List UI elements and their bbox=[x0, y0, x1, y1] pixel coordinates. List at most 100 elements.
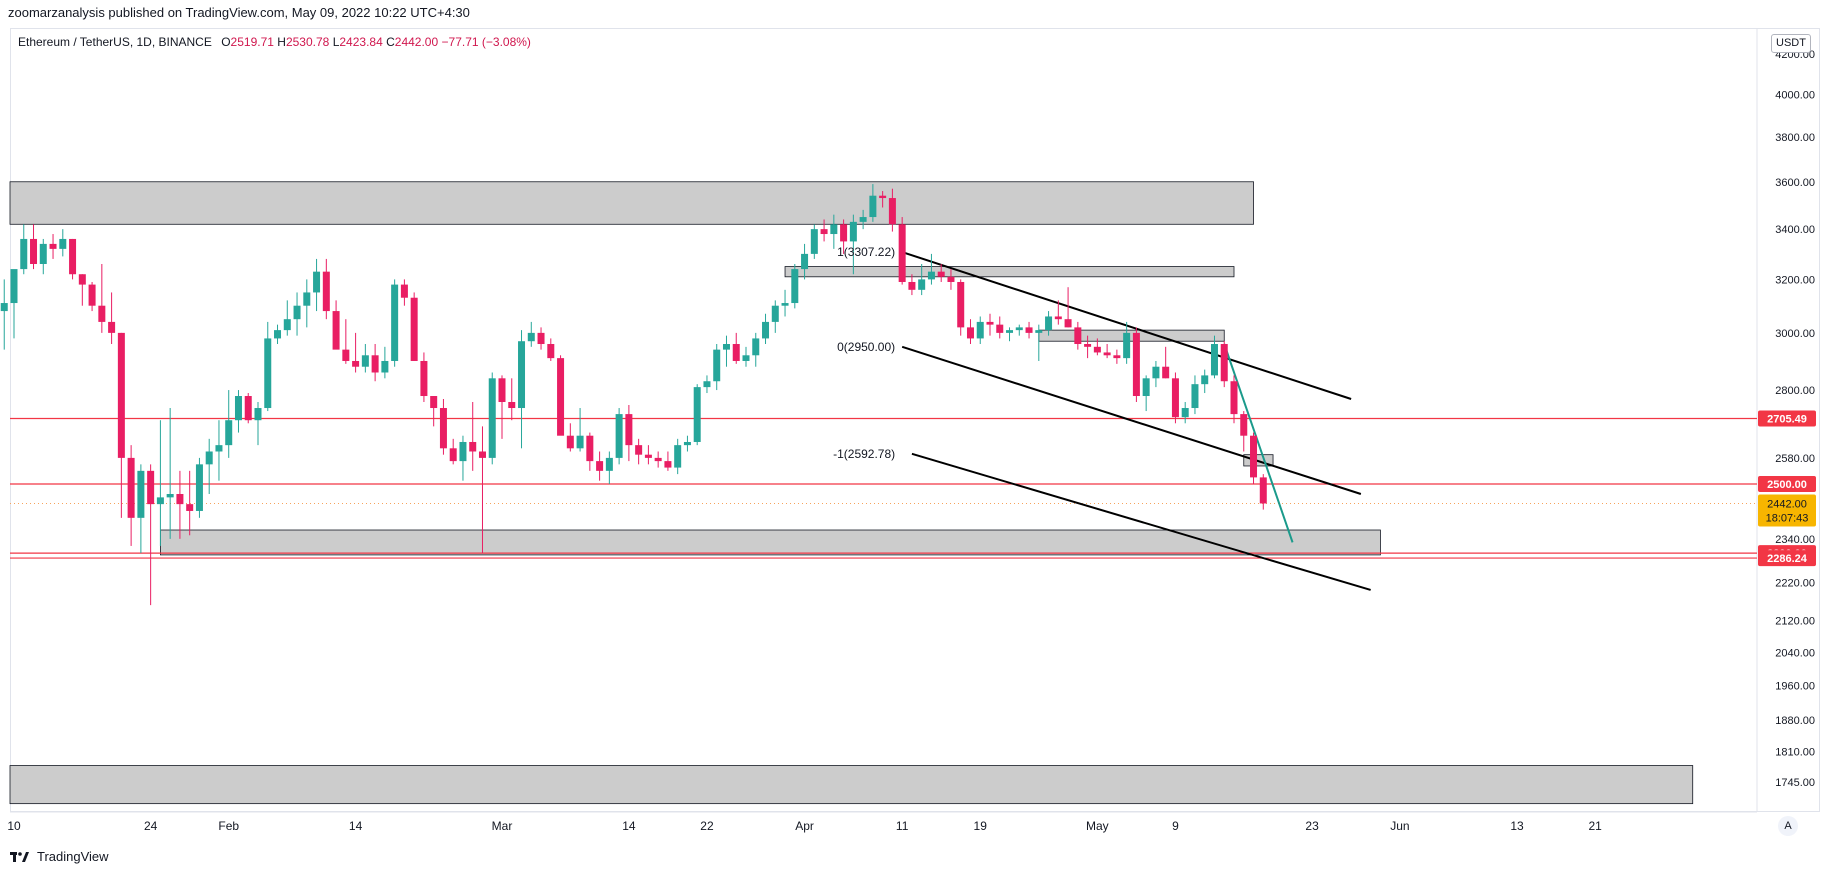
symbol-title: Ethereum / TetherUS, 1D, BINANCE bbox=[18, 35, 212, 49]
candle-body bbox=[1074, 327, 1082, 345]
price-tick-label: 4000.00 bbox=[1775, 89, 1815, 101]
tradingview-footer[interactable]: TradingView bbox=[10, 849, 109, 864]
candle-body bbox=[722, 344, 730, 350]
candle-body bbox=[1171, 378, 1179, 418]
candle-body bbox=[98, 305, 106, 322]
candle-body bbox=[781, 303, 789, 306]
close-value: 2442.00 bbox=[394, 35, 439, 49]
candle-body bbox=[703, 381, 711, 388]
candle-body bbox=[596, 461, 604, 471]
candle-body bbox=[557, 358, 565, 436]
candle-body bbox=[430, 396, 438, 409]
candle-body bbox=[166, 494, 174, 498]
price-tick-label: 2220.00 bbox=[1775, 577, 1815, 589]
time-tick-label: 9 bbox=[1172, 819, 1179, 833]
candle-body bbox=[88, 284, 96, 306]
candle-body bbox=[283, 319, 291, 331]
candle-body bbox=[537, 332, 545, 345]
candle-body bbox=[117, 332, 125, 458]
brand-name: TradingView bbox=[37, 849, 109, 864]
symbol-legend: Ethereum / TetherUS, 1D, BINANCE O2519.7… bbox=[18, 35, 531, 49]
time-tick-label: 21 bbox=[1588, 819, 1602, 833]
candle-body bbox=[264, 338, 272, 409]
candle-body bbox=[918, 279, 926, 290]
candle-body bbox=[215, 445, 223, 452]
open-value: 2519.71 bbox=[230, 35, 274, 49]
candle-body bbox=[586, 435, 594, 462]
price-tick-label: 2800.00 bbox=[1775, 385, 1815, 397]
price-tick-label: 1810.00 bbox=[1775, 747, 1815, 759]
candle-body bbox=[869, 195, 877, 218]
channel-trend-line[interactable] bbox=[901, 345, 1362, 495]
change-value: −77.71 (−3.08%) bbox=[441, 35, 531, 49]
candle-body bbox=[966, 327, 974, 339]
projection-line[interactable] bbox=[1223, 343, 1294, 543]
ohlc-values: O2519.71 H2530.78 L2423.84 C2442.00 −77.… bbox=[221, 35, 531, 49]
candle-body bbox=[381, 360, 389, 373]
auto-scale-button[interactable]: A bbox=[1778, 816, 1798, 836]
tradingview-logo-icon bbox=[10, 851, 29, 862]
candle-body bbox=[127, 457, 135, 518]
support-resistance-zone[interactable] bbox=[9, 181, 1254, 225]
candle-body bbox=[156, 497, 164, 505]
candle-body bbox=[810, 229, 818, 254]
candle-body bbox=[576, 435, 584, 449]
candle-body bbox=[566, 435, 574, 449]
candle-body bbox=[1162, 366, 1170, 379]
candle-body bbox=[635, 445, 643, 455]
candle-body bbox=[605, 457, 613, 471]
candle-body bbox=[352, 360, 360, 367]
candle-body bbox=[683, 441, 691, 446]
candle-body bbox=[801, 253, 809, 270]
currency-selector[interactable]: USDT bbox=[1771, 34, 1811, 53]
candle-body bbox=[137, 470, 145, 518]
candle-body bbox=[332, 311, 340, 350]
high-value: 2530.78 bbox=[285, 35, 330, 49]
price-tick-label: 2120.00 bbox=[1775, 616, 1815, 628]
price-level-tag bbox=[1758, 550, 1816, 567]
candle-body bbox=[0, 303, 8, 312]
candle-body bbox=[1210, 344, 1218, 376]
price-tick-label: 3200.00 bbox=[1775, 274, 1815, 286]
candle-body bbox=[742, 355, 750, 361]
support-resistance-zone[interactable] bbox=[784, 266, 1235, 278]
candle-body bbox=[1113, 355, 1121, 359]
time-tick-label: 14 bbox=[349, 819, 363, 833]
publish-info: zoomarzanalysis published on TradingView… bbox=[8, 5, 470, 20]
high-label: H bbox=[277, 35, 286, 49]
time-tick-label: Mar bbox=[492, 819, 513, 833]
candle-body bbox=[898, 224, 906, 282]
support-resistance-zone[interactable] bbox=[1038, 329, 1225, 342]
candle-body bbox=[996, 324, 1004, 333]
candle-body bbox=[147, 470, 155, 505]
candle-body bbox=[976, 321, 984, 339]
candle-body bbox=[498, 378, 506, 402]
low-label: L bbox=[332, 35, 340, 49]
candle-body bbox=[469, 441, 477, 452]
open-label: O bbox=[221, 35, 231, 49]
candle-body bbox=[527, 332, 535, 342]
price-tick-label: 1880.00 bbox=[1775, 715, 1815, 727]
time-tick-label: 14 bbox=[622, 819, 636, 833]
candle-body bbox=[1230, 381, 1238, 415]
candle-body bbox=[1220, 344, 1228, 382]
candle-body bbox=[449, 448, 457, 462]
support-resistance-zone[interactable] bbox=[159, 529, 1381, 556]
time-tick-label: 23 bbox=[1305, 819, 1319, 833]
candle-body bbox=[313, 271, 321, 293]
candle-body bbox=[986, 321, 994, 325]
candle-body bbox=[254, 408, 262, 421]
fib-level-label: 0(2950.00) bbox=[837, 340, 895, 354]
support-resistance-zone[interactable] bbox=[9, 765, 1694, 805]
candle-body bbox=[420, 360, 428, 397]
time-tick-label: May bbox=[1086, 819, 1109, 833]
candle-body bbox=[1054, 316, 1062, 320]
price-tick-label: 2340.00 bbox=[1775, 534, 1815, 546]
candle-body bbox=[186, 504, 194, 511]
candle-body bbox=[762, 321, 770, 339]
channel-trend-line[interactable] bbox=[911, 452, 1371, 591]
candle-body bbox=[859, 217, 867, 222]
candle-body bbox=[234, 396, 242, 421]
price-level-tag-label: 2500.00 bbox=[1767, 479, 1807, 491]
